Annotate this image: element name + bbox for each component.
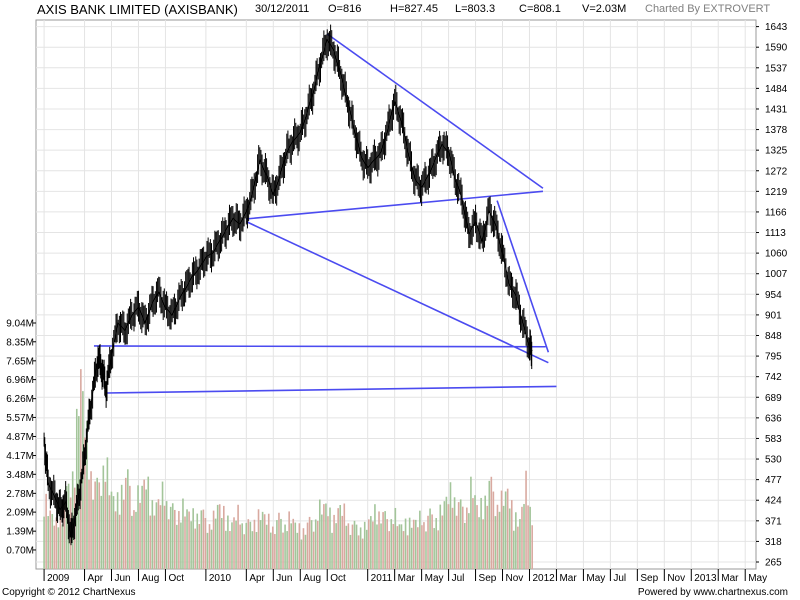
price-tick-label: 371 [765, 516, 782, 527]
price-tick-label: 1378 [765, 125, 788, 136]
time-tick-label: Jun [276, 573, 292, 584]
price-tick-label: 1537 [765, 63, 788, 74]
time-tick-label: Oct [168, 573, 184, 584]
price-tick-label: 689 [765, 393, 782, 404]
trend-line [246, 190, 544, 220]
price-tick-label: 1325 [765, 146, 788, 157]
powered-by-link[interactable]: Powered by www.chartnexus.com [637, 587, 788, 598]
volume-tick-label: 5.57M [6, 413, 34, 424]
time-tick-label: Nov [667, 573, 685, 584]
price-tick-label: 424 [765, 496, 782, 507]
price-tick-label: 583 [765, 434, 782, 445]
price-tick-label: 1431 [765, 104, 788, 115]
time-tick-label: Jun [115, 573, 131, 584]
volume-tick-label: 9.04M [6, 319, 34, 330]
price-tick-label: 1643 [765, 22, 788, 33]
time-tick-label: 2011 [371, 573, 393, 584]
time-tick-label: Oct [330, 573, 346, 584]
price-tick-label: 954 [765, 290, 782, 301]
chart-credit: Charted By EXTROVERT [645, 3, 771, 15]
time-tick-label: Mar [721, 573, 739, 584]
time-tick-label: 2009 [47, 573, 70, 584]
time-tick-label: 2013 [694, 573, 717, 584]
time-tick-label: 2012 [532, 573, 555, 584]
volume-tick-label: 4.17M [6, 451, 34, 462]
price-tick-label: 636 [765, 413, 782, 424]
price-axis: 1643 1590 1537 1484 1431 1378 1325 1272 1219 1166… [756, 22, 788, 569]
quote-date: 30/12/2011 [255, 3, 310, 15]
price-tick-label: 318 [765, 537, 782, 548]
time-tick-label: May [425, 573, 444, 584]
price-tick-label: 1590 [765, 43, 788, 54]
price-series [43, 24, 533, 546]
time-axis: 2009 Apr Jun Aug Oct 2010 Apr Jun Aug Oct 2011 Mar M… [43, 569, 767, 584]
time-tick-label: Jul [452, 573, 465, 584]
copyright-text: Copyright © 2012 ChartNexus [2, 587, 136, 598]
price-tick-label: 742 [765, 372, 782, 383]
volume-tick-label: 0.70M [6, 545, 34, 556]
price-tick-label: 1007 [765, 269, 788, 280]
time-tick-label: Aug [141, 573, 159, 584]
time-tick-label: Mar [559, 573, 577, 584]
volume-tick-label: 6.26M [6, 394, 34, 405]
trend-line [326, 33, 544, 189]
volume-tick-label: 7.65M [6, 356, 34, 367]
price-tick-label: 901 [765, 310, 782, 321]
price-tick-label: 848 [765, 331, 782, 342]
price-tick-label: 1060 [765, 249, 788, 260]
time-tick-label: Sep [479, 573, 497, 584]
time-tick-label: 2010 [209, 573, 232, 584]
trend-line [93, 345, 546, 348]
price-tick-label: 1166 [765, 207, 787, 218]
high-price: H=827.45 [390, 3, 439, 15]
chart-title: AXIS BANK LIMITED (AXISBANK) [37, 2, 238, 17]
volume-tick-label: 3.48M [6, 470, 34, 481]
price-tick-label: 1272 [765, 166, 788, 177]
volume-tick-label: 6.96M [6, 375, 34, 386]
volume-tick-label: 8.35M [6, 337, 34, 348]
grid [36, 20, 756, 569]
price-tick-label: 530 [765, 455, 782, 466]
open-price: O=816 [328, 3, 362, 15]
volume-tick-label: 4.87M [6, 432, 34, 443]
trend-line [245, 220, 549, 364]
time-tick-label: Apr [249, 573, 265, 584]
price-tick-label: 477 [765, 475, 782, 486]
price-tick-label: 795 [765, 352, 782, 363]
price-tick-label: 1484 [765, 84, 788, 95]
trend-line [106, 385, 557, 394]
volume-axis: 9.04M 8.35M 7.65M 6.96M 6.26M 5.57M 4.87M 4.17M… [6, 319, 36, 556]
volume-value: V=2.03M [582, 3, 627, 15]
volume-bars [43, 369, 533, 569]
chart-header: AXIS BANK LIMITED (AXISBANK) 30/12/2011 … [0, 0, 800, 20]
low-price: L=803.3 [455, 3, 496, 15]
price-tick-label: 1219 [765, 187, 788, 198]
volume-tick-label: 1.39M [6, 527, 34, 538]
trend-line [496, 200, 550, 353]
time-tick-label: May [748, 573, 767, 584]
time-tick-label: Jul [613, 573, 626, 584]
time-tick-label: Nov [506, 573, 524, 584]
time-tick-label: Apr [88, 573, 104, 584]
price-tick-label: 1113 [765, 228, 786, 239]
time-tick-label: May [586, 573, 605, 584]
close-price: C=808.1 [519, 3, 561, 15]
trend-lines [93, 33, 557, 394]
volume-tick-label: 2.09M [6, 508, 34, 519]
chart-footer: Copyright © 2012 ChartNexus Powered by w… [0, 585, 800, 600]
price-tick-label: 265 [765, 558, 782, 569]
volume-tick-label: 2.78M [6, 489, 34, 500]
time-tick-label: Sep [640, 573, 658, 584]
time-tick-label: Mar [398, 573, 416, 584]
time-tick-label: Aug [303, 573, 321, 584]
